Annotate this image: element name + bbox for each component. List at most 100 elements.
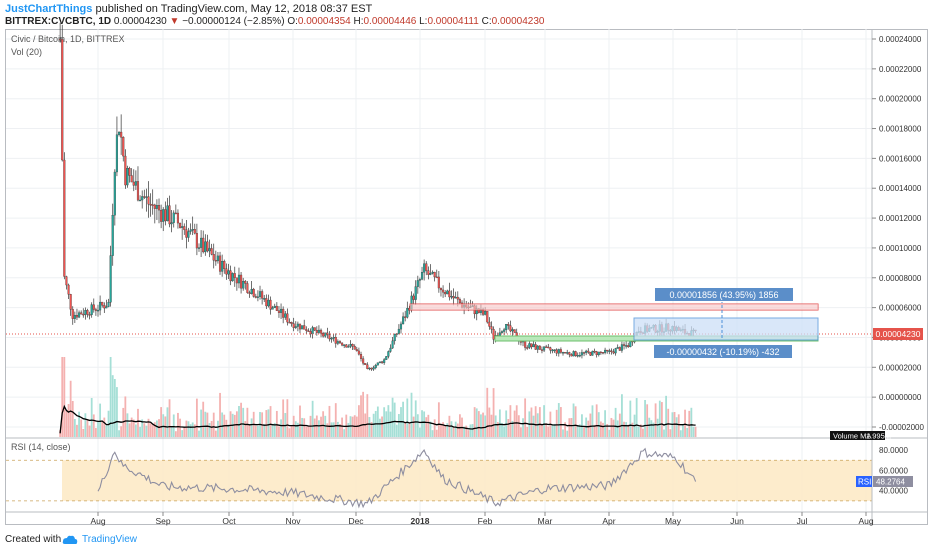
volume-bar: [63, 357, 66, 437]
volume-bar: [225, 419, 228, 437]
volume-bar: [623, 421, 625, 437]
volume-bar: [488, 407, 491, 437]
candle-body: [143, 196, 146, 198]
volume-bar: [141, 419, 144, 437]
volume-bar: [370, 422, 373, 437]
candle-body: [336, 341, 339, 344]
volume-bar: [627, 424, 630, 437]
candle-body: [122, 137, 125, 157]
volume-bar: [469, 424, 472, 437]
volume-bar: [642, 428, 644, 437]
author-link[interactable]: JustChartThings: [5, 3, 93, 15]
volume-bar: [538, 407, 541, 437]
candle-body: [157, 205, 161, 211]
volume-bar: [217, 420, 219, 437]
candle-body: [414, 286, 417, 300]
volume-bar: [172, 414, 175, 437]
candle-body: [235, 277, 238, 284]
candle-body: [233, 273, 236, 278]
candle-body: [160, 209, 163, 222]
volume-bar: [103, 417, 106, 437]
volume-bar: [545, 423, 548, 437]
candle-body: [170, 222, 173, 225]
volume-bar: [513, 410, 516, 437]
candle-body: [362, 358, 365, 364]
high-label: H:: [353, 16, 364, 27]
volume-bar: [534, 406, 537, 437]
volume-bar: [408, 423, 411, 437]
volume-bar: [686, 428, 689, 437]
candle-body: [345, 344, 348, 348]
volume-bar: [200, 409, 203, 437]
candle-body: [103, 305, 106, 309]
volume-bar: [435, 429, 438, 437]
candle-body: [162, 209, 165, 222]
volume-bar: [564, 422, 567, 437]
volume-bar: [437, 402, 440, 437]
candle-body: [166, 205, 169, 222]
candle-body: [141, 196, 144, 201]
volume-bar: [391, 397, 394, 437]
candle-body: [176, 212, 180, 224]
publish-line: JustChartThings published on TradingView…: [5, 2, 372, 16]
volume-bar: [328, 405, 331, 437]
volume-bar: [595, 404, 598, 437]
volume-bar: [541, 424, 543, 437]
close-value: 0.00004230: [491, 16, 545, 27]
candle-body: [412, 295, 415, 300]
candle-body: [78, 312, 81, 318]
volume-bar: [341, 417, 343, 437]
candle-body: [139, 199, 142, 202]
volume-bar: [181, 430, 184, 437]
volume-bar: [431, 430, 434, 437]
candle-body: [397, 328, 400, 334]
volume-bar: [263, 424, 266, 437]
candle-body: [610, 350, 613, 352]
volume-bar: [208, 423, 211, 437]
candle-body: [269, 299, 272, 310]
current-price-tag: 0.00004230: [873, 328, 923, 340]
volume-bar: [621, 394, 623, 437]
volume-bar: [654, 403, 657, 437]
current-price-text: 0.00004230: [876, 329, 921, 339]
volume-bar: [99, 403, 102, 437]
volume-bar: [191, 422, 194, 437]
candle-body: [153, 204, 156, 209]
candle-body: [237, 274, 241, 284]
volume-bar: [471, 424, 474, 437]
candle-body: [242, 281, 245, 289]
candle-body: [151, 204, 154, 206]
candle-body: [582, 352, 586, 354]
volume-bar: [423, 411, 426, 437]
volume-bar: [557, 403, 560, 437]
candle-body: [305, 329, 308, 331]
volume-bar: [551, 424, 554, 437]
tradingview-link[interactable]: TradingView: [82, 534, 138, 545]
volume-bar: [128, 423, 131, 437]
candle-body: [557, 349, 560, 354]
candle-body: [351, 343, 354, 347]
volume-bar: [530, 407, 533, 437]
volume-bar: [105, 425, 108, 437]
candle-body: [280, 308, 283, 313]
volume-bar: [305, 426, 308, 437]
candle-body: [227, 270, 230, 275]
volume-bar: [318, 420, 320, 437]
candle-body: [625, 345, 628, 347]
candle-body: [404, 316, 407, 318]
symbol-label: BITTREX:CVCBTC, 1D: [5, 16, 112, 27]
candle-body: [86, 310, 89, 315]
candle-body: [109, 255, 112, 303]
volume-bar: [425, 417, 428, 437]
candle-body: [75, 315, 79, 318]
candle-body: [111, 215, 114, 256]
volume-bar: [145, 425, 148, 437]
volume-bar: [229, 411, 232, 437]
volume-bar: [162, 414, 165, 437]
volume-bar: [332, 422, 335, 437]
volume-bar: [80, 419, 83, 437]
volume-bar: [156, 420, 158, 437]
volume-bar: [343, 429, 346, 437]
candle-body: [200, 237, 203, 248]
